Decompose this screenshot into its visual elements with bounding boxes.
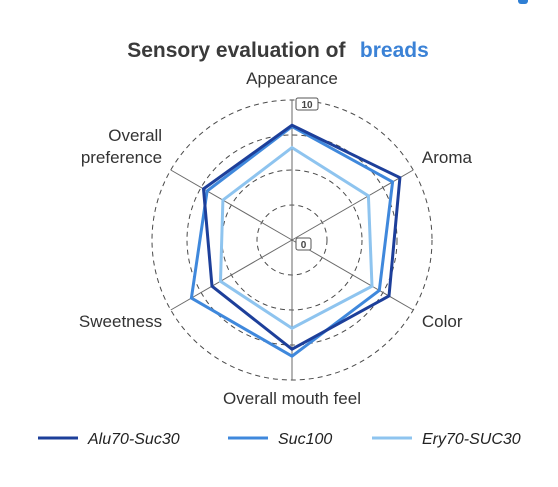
radar-series xyxy=(189,123,402,358)
legend: Alu70-Suc30 Suc100 Ery70-SUC30 xyxy=(38,431,521,448)
axis-label-3: Overall mouth feel xyxy=(223,389,361,408)
legend-item-2: Ery70-SUC30 xyxy=(372,431,521,448)
legend-item-1: Suc100 xyxy=(228,431,332,448)
radar-tick-labels: 0 10 xyxy=(295,97,319,251)
corner-mark xyxy=(518,0,528,4)
axis-label-4: Sweetness xyxy=(79,312,162,331)
tick-label-0: 0 xyxy=(295,237,312,251)
axis-label-5: Overall preference xyxy=(81,126,162,167)
tick-label-1: 10 xyxy=(295,97,319,111)
axis-label-1: Aroma xyxy=(422,148,473,167)
chart-title-accent: breads xyxy=(360,39,429,62)
axis-label-2: Color xyxy=(422,312,463,331)
series-line-1 xyxy=(189,124,395,358)
series-line-0 xyxy=(201,123,402,351)
legend-item-0: Alu70-Suc30 xyxy=(38,431,180,448)
legend-label-0: Alu70-Suc30 xyxy=(87,431,180,448)
radar-axis-labels: Appearance Aroma Color Overall mouth feel Sw… xyxy=(79,69,473,408)
legend-label-1: Suc100 xyxy=(278,431,332,448)
axis-spoke-4 xyxy=(170,239,293,311)
svg-text:10: 10 xyxy=(301,100,313,111)
axis-spoke-5 xyxy=(170,169,293,241)
legend-label-2: Ery70-SUC30 xyxy=(422,431,521,448)
radar-grid xyxy=(151,99,433,381)
series-line-2 xyxy=(218,145,374,330)
svg-text:0: 0 xyxy=(301,240,307,251)
chart-title: Sensory evaluation of breads xyxy=(127,39,429,62)
chart-title-main: Sensory evaluation of xyxy=(127,39,346,62)
axis-label-0: Appearance xyxy=(246,69,338,88)
axis-spoke-2 xyxy=(291,239,414,311)
